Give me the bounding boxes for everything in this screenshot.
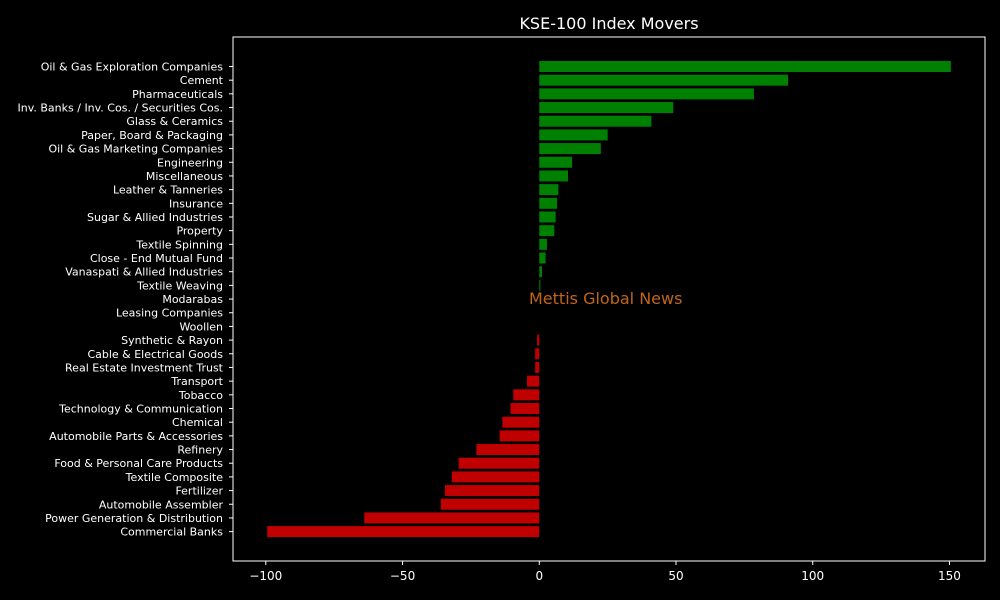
x-tick-label: 150 bbox=[938, 569, 961, 583]
bar-close-end-mutual-fund bbox=[539, 252, 546, 264]
category-label-textile-composite: Textile Composite bbox=[125, 471, 224, 484]
category-label-transport: Transport bbox=[170, 375, 223, 388]
bar-oil-gas-exploration-companies bbox=[539, 61, 951, 72]
category-label-oil-gas-marketing-companies: Oil & Gas Marketing Companies bbox=[48, 143, 223, 156]
bars-group bbox=[267, 61, 951, 538]
bar-leather-tanneries bbox=[539, 184, 559, 196]
bar-vanaspati-allied-industries bbox=[539, 266, 543, 278]
category-label-leasing-companies: Leasing Companies bbox=[116, 307, 223, 320]
category-label-food-personal-care-products: Food & Personal Care Products bbox=[54, 457, 223, 470]
category-label-commercial-banks: Commercial Banks bbox=[120, 526, 223, 539]
bar-real-estate-investment-trust bbox=[535, 361, 540, 373]
bar-textile-spinning bbox=[539, 238, 547, 250]
bar-paper-board-packaging bbox=[539, 129, 608, 141]
bar-textile-composite bbox=[451, 471, 540, 483]
category-label-power-generation-distribution: Power Generation & Distribution bbox=[45, 512, 223, 525]
bar-textile-weaving bbox=[539, 279, 541, 291]
category-label-pharmaceuticals: Pharmaceuticals bbox=[132, 88, 223, 101]
category-label-woollen: Woollen bbox=[179, 320, 223, 333]
bar-miscellaneous bbox=[539, 170, 568, 182]
bar-fertilizer bbox=[444, 485, 540, 497]
bar-insurance bbox=[539, 197, 558, 209]
category-label-synthetic-rayon: Synthetic & Rayon bbox=[121, 334, 223, 347]
bar-automobile-assembler bbox=[440, 498, 540, 510]
bar-glass-ceramics bbox=[539, 115, 652, 127]
category-label-cement: Cement bbox=[180, 74, 224, 87]
category-label-automobile-assembler: Automobile Assembler bbox=[99, 498, 224, 511]
plot-frame bbox=[232, 36, 986, 562]
bar-synthetic-rayon bbox=[537, 334, 540, 346]
bar-refinery bbox=[476, 444, 540, 456]
bar-pharmaceuticals bbox=[539, 88, 754, 100]
bar-oil-gas-marketing-companies bbox=[539, 143, 601, 155]
bar-cable-electrical-goods bbox=[535, 348, 540, 360]
category-label-automobile-parts-accessories: Automobile Parts & Accessories bbox=[49, 430, 223, 443]
category-label-paper-board-packaging: Paper, Board & Packaging bbox=[81, 129, 223, 142]
category-label-tobacco: Tobacco bbox=[178, 389, 223, 402]
x-tick-label: −50 bbox=[390, 569, 415, 583]
category-label-technology-communication: Technology & Communication bbox=[58, 403, 223, 416]
bar-food-personal-care-products bbox=[458, 457, 540, 469]
bar-cement bbox=[539, 74, 789, 86]
category-label-engineering: Engineering bbox=[157, 156, 223, 169]
category-label-inv-banks-inv-cos-securities-cos: Inv. Banks / Inv. Cos. / Securities Cos. bbox=[18, 102, 223, 115]
x-tick-label: 50 bbox=[668, 569, 683, 583]
x-tick-label: −100 bbox=[249, 569, 282, 583]
category-label-close-end-mutual-fund: Close - End Mutual Fund bbox=[90, 252, 223, 265]
bar-inv-banks-inv-cos-securities-cos bbox=[539, 102, 674, 114]
category-label-insurance: Insurance bbox=[169, 197, 223, 210]
x-tick-label: 100 bbox=[801, 569, 824, 583]
x-tick-label: 0 bbox=[535, 569, 543, 583]
bar-commercial-banks bbox=[267, 526, 540, 538]
category-label-leather-tanneries: Leather & Tanneries bbox=[113, 184, 223, 197]
bar-power-generation-distribution bbox=[364, 512, 540, 524]
bar-sugar-allied-industries bbox=[539, 211, 556, 223]
category-label-glass-ceramics: Glass & Ceramics bbox=[126, 115, 223, 128]
bar-automobile-parts-accessories bbox=[499, 430, 540, 442]
bar-chemical bbox=[502, 416, 540, 428]
category-label-modarabas: Modarabas bbox=[162, 293, 223, 306]
bar-tobacco bbox=[513, 389, 540, 401]
category-label-vanaspati-allied-industries: Vanaspati & Allied Industries bbox=[65, 266, 223, 279]
category-label-cable-electrical-goods: Cable & Electrical Goods bbox=[87, 348, 223, 361]
category-label-fertilizer: Fertilizer bbox=[175, 485, 223, 498]
category-label-real-estate-investment-trust: Real Estate Investment Trust bbox=[65, 361, 224, 374]
bar-technology-communication bbox=[510, 403, 540, 414]
category-labels-group: Oil & Gas Exploration CompaniesCementPha… bbox=[18, 61, 233, 539]
bar-property bbox=[539, 225, 555, 237]
category-label-textile-spinning: Textile Spinning bbox=[135, 238, 223, 251]
bar-engineering bbox=[539, 156, 573, 168]
category-label-chemical: Chemical bbox=[172, 416, 223, 429]
category-label-oil-gas-exploration-companies: Oil & Gas Exploration Companies bbox=[41, 61, 224, 74]
watermark: Mettis Global News bbox=[529, 289, 682, 308]
chart-title: KSE-100 Index Movers bbox=[519, 14, 698, 33]
category-label-miscellaneous: Miscellaneous bbox=[146, 170, 223, 183]
category-label-refinery: Refinery bbox=[177, 444, 223, 457]
category-label-sugar-allied-industries: Sugar & Allied Industries bbox=[87, 211, 223, 224]
category-label-property: Property bbox=[176, 225, 223, 238]
category-label-textile-weaving: Textile Weaving bbox=[136, 279, 223, 292]
bar-transport bbox=[526, 375, 540, 387]
x-axis: −100 −50 0 50 100 150 bbox=[249, 561, 961, 583]
